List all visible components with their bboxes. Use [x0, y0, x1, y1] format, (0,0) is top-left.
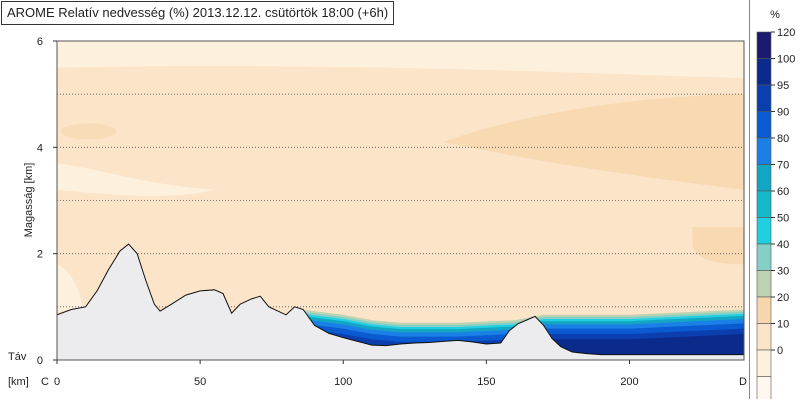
end-point-label: D [739, 376, 747, 388]
legend-swatch [756, 111, 772, 139]
y-tick-label: 0 [37, 355, 43, 367]
humidity-patch-right [443, 94, 744, 190]
legend-swatch [756, 243, 772, 271]
legend-swatch [756, 190, 772, 218]
x-tick-label: 150 [477, 376, 495, 388]
legend-level-label: 60 [777, 186, 789, 198]
y-tick-label: 4 [37, 142, 43, 154]
y-tick-label: 6 [37, 36, 43, 48]
humidity-band-top [57, 41, 744, 79]
legend-swatch [756, 323, 772, 351]
legend-level-label: 95 [777, 80, 789, 92]
legend-swatch [756, 296, 772, 324]
chart-title: AROME Relatív nedvesség (%) 2013.12.12. … [1, 1, 395, 25]
legend-swatch [756, 217, 772, 245]
humidity-patch-left [57, 163, 215, 197]
legend-level-label: 120 [777, 27, 795, 39]
terrain-profile [57, 244, 744, 360]
legend-swatch [756, 349, 772, 377]
y-tick-label: 2 [37, 249, 43, 261]
x-tick-label: 50 [194, 376, 206, 388]
legend-level-label: 10 [777, 319, 789, 331]
x-tick-label: 200 [620, 376, 638, 388]
legend-swatch [756, 58, 772, 86]
x-range-label: Táv [8, 351, 27, 363]
x-unit-label: [km] [8, 376, 29, 388]
humidity-patch-low-right [692, 227, 744, 265]
legend-level-label: 20 [777, 292, 789, 304]
legend-level-label: 40 [777, 239, 789, 251]
humidity-patch-low-left [57, 264, 83, 313]
legend-swatch [756, 31, 772, 59]
x-tick-label: 100 [334, 376, 352, 388]
humidity-patch-mid [60, 123, 117, 140]
terrain-outline [57, 243, 744, 356]
legend-swatch [756, 270, 772, 298]
legend-level-label: 50 [777, 213, 789, 225]
legend-swatch [756, 84, 772, 112]
legend-level-label: 80 [777, 133, 789, 145]
legend-swatch [756, 137, 772, 165]
y-axis-label: Magasság [km] [23, 163, 35, 238]
legend-swatch [756, 164, 772, 192]
legend-swatch [756, 376, 772, 404]
legend-level-label: 30 [777, 266, 789, 278]
legend-level-label: 70 [777, 160, 789, 172]
start-point-label: C [41, 376, 49, 388]
plot-frame [56, 40, 745, 361]
legend-level-label: 90 [777, 107, 789, 119]
color-legend: % 120 100 95 90 80 70 60 50 40 30 20 10 0 [749, 0, 800, 404]
legend-level-label: 100 [777, 54, 795, 66]
legend-unit: % [770, 9, 780, 21]
x-tick-label: 0 [54, 376, 60, 388]
legend-level-label: 0 [777, 345, 783, 357]
